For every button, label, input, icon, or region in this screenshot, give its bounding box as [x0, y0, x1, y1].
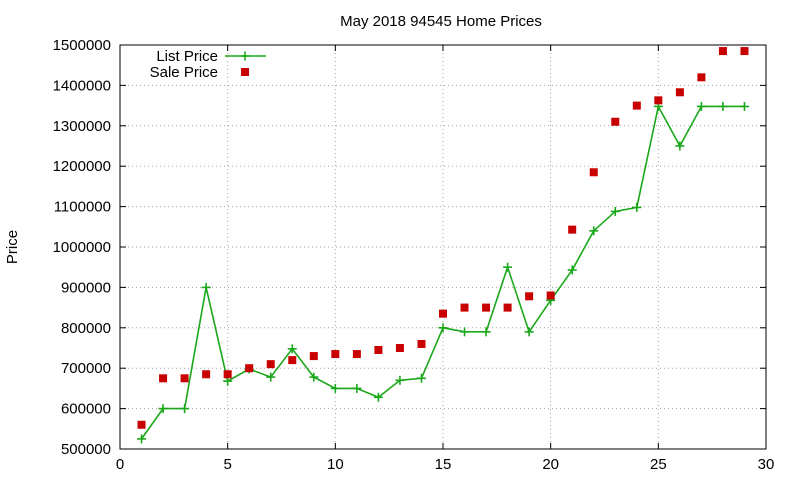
list-price-point [309, 372, 319, 382]
y-tick-label: 1100000 [54, 199, 111, 216]
list-price-point [416, 373, 426, 383]
legend-marker [240, 51, 250, 61]
chart-title: May 2018 94545 Home Prices [340, 13, 542, 30]
list-price-point [201, 282, 211, 292]
list-price-point [158, 404, 168, 414]
sale-price-point [439, 309, 447, 318]
legend-marker [241, 68, 249, 76]
plot-area [137, 47, 749, 444]
list-price-point [696, 101, 706, 111]
y-tick-label: 1200000 [53, 158, 111, 175]
list-price-point [739, 101, 749, 111]
sale-price-point [503, 303, 512, 312]
x-tick-label: 30 [758, 456, 775, 473]
list-price-point [503, 262, 513, 272]
list-price-point [481, 327, 491, 337]
sale-price-point [417, 339, 426, 348]
sale-price-point [740, 47, 749, 56]
sale-price-point [159, 374, 168, 383]
y-tick-label: 500000 [61, 441, 111, 458]
sale-price-point [568, 225, 577, 234]
list-price-point [395, 375, 405, 385]
sale-price-point [611, 117, 620, 126]
list-price-point [589, 226, 599, 236]
series-1 [137, 47, 749, 429]
y-tick-label: 1300000 [53, 118, 111, 135]
list-price-point [438, 323, 448, 333]
list-price-point [718, 101, 728, 111]
sale-price-point [482, 303, 491, 312]
y-tick-label: 600000 [61, 401, 111, 418]
sale-price-point [632, 101, 641, 110]
x-tick-label: 15 [435, 456, 452, 473]
x-tick-label: 20 [542, 456, 559, 473]
list-price-point [287, 344, 297, 354]
series-0 [137, 101, 749, 444]
list-price-point [180, 404, 190, 414]
list-price-point [632, 202, 642, 212]
sale-price-point [245, 364, 254, 373]
y-tick-label: 700000 [61, 360, 111, 377]
sale-price-point [137, 420, 146, 429]
list-price-point [373, 392, 383, 402]
sale-price-point [266, 360, 275, 369]
sale-price-point [331, 350, 340, 359]
y-tick-label: 900000 [61, 279, 111, 296]
y-tick-label: 1000000 [53, 239, 111, 256]
x-tick-label: 25 [650, 456, 667, 473]
list-price-point [266, 372, 276, 382]
sale-price-point [654, 96, 663, 105]
x-tick-label: 10 [327, 456, 344, 473]
y-tick-label: 1500000 [53, 37, 111, 54]
legend-label: Sale Price [150, 64, 218, 81]
y-axis-label: Price [4, 230, 21, 264]
sale-price-point [589, 168, 598, 177]
sale-price-point [223, 370, 232, 379]
sale-price-point [718, 47, 727, 56]
x-tick-label: 5 [223, 456, 231, 473]
sale-price-point [202, 370, 211, 379]
sale-price-point [374, 346, 383, 355]
list-price-point [460, 327, 470, 337]
grid-lines [120, 45, 766, 449]
y-tick-label: 800000 [61, 320, 111, 337]
x-tick-label: 0 [116, 456, 124, 473]
axis-ticks: 500000 600000 700000 800000 900000 1000000 110… [53, 37, 775, 473]
sale-price-point [525, 292, 534, 301]
sale-price-point [395, 344, 404, 352]
sale-price-point [697, 73, 706, 82]
plot-frame [119, 44, 767, 450]
legend-label: List Price [156, 48, 218, 65]
list-price-point [675, 141, 685, 151]
sale-price-point [309, 352, 318, 361]
sale-price-point [460, 303, 469, 312]
list-price-point [330, 383, 340, 393]
sale-price-point [675, 88, 684, 97]
sale-price-point [180, 374, 189, 383]
sale-price-point [288, 356, 297, 365]
list-price-point [567, 265, 577, 275]
y-tick-label: 1400000 [53, 77, 111, 94]
sale-price-point [546, 291, 555, 300]
list-price-point [610, 206, 620, 216]
sale-price-point [352, 350, 361, 359]
list-price-point [137, 434, 147, 444]
list-price-point [352, 383, 362, 393]
list-price-point [524, 327, 534, 337]
